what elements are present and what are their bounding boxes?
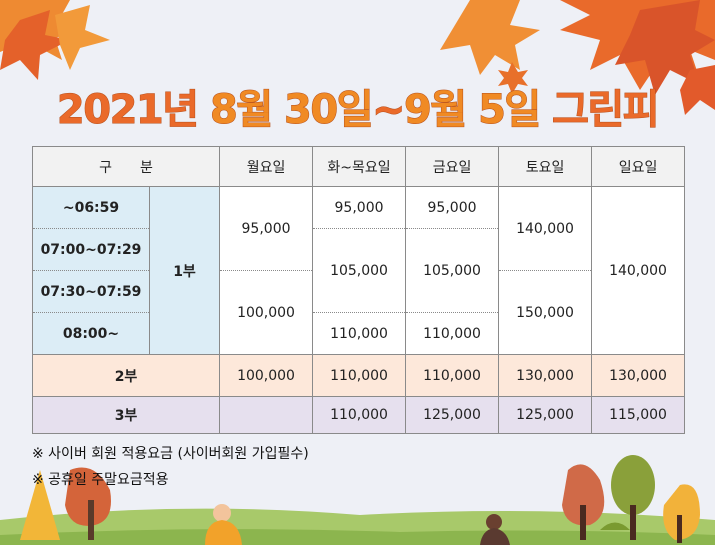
time-slot-1: ~06:59 (32, 186, 150, 229)
header-tue-thu: 화~목요일 (312, 146, 407, 187)
part3-tuethu: 110,000 (312, 396, 407, 434)
time-slot-3: 07:30~07:59 (32, 270, 150, 313)
part1-fri-3: 110,000 (405, 312, 500, 355)
note-cyber-member: ※ 사이버 회원 적용요금 (사이버회원 가입필수) (32, 446, 309, 462)
part2-row: 2부 100,000 110,000 110,000 130,000 130,0… (31, 354, 686, 397)
part3-label: 3부 (31, 396, 221, 434)
part1-row-1: ~06:59 1부 95,000 95,000 95,000 140,000 1… (32, 186, 686, 355)
part2-sat: 130,000 (498, 354, 593, 397)
part1-row-2: 07:00~07:29 105,000 105,000 (32, 228, 685, 313)
part1-mon-early: 95,000 (219, 186, 314, 271)
part1-tuethu-1: 95,000 (312, 186, 407, 229)
title-tilde: ~ (372, 87, 407, 134)
note-holiday: ※ 공휴일 주말요금적용 (32, 472, 169, 488)
title-year: 2021년 (56, 87, 210, 134)
maple-leaves-top-right-icon (420, 0, 715, 115)
part1-row-3: 07:30~07:59 100,000 150,000 (32, 270, 685, 355)
part1-sun: 140,000 (591, 186, 686, 355)
tree-left-icon (20, 467, 111, 540)
part1-sat-early: 140,000 (498, 186, 593, 271)
header-saturday: 토요일 (498, 146, 593, 187)
part1-row-4: 08:00~ 110,000 110,000 (32, 312, 685, 355)
part3-sat: 125,000 (498, 396, 593, 434)
part2-tuethu: 110,000 (312, 354, 407, 397)
part1-label: 1부 (148, 186, 221, 355)
part1-fri-1: 95,000 (405, 186, 500, 229)
trees-right-icon (562, 455, 700, 543)
part2-mon: 100,000 (219, 354, 314, 397)
title-start-date: 8월 30일 (209, 87, 374, 134)
header-friday: 금요일 (405, 146, 500, 187)
header-category: 구 분 (31, 146, 221, 187)
page-title: 2021년 8월 30일~9월 5일 그린피 (0, 82, 715, 138)
person-icon (205, 504, 242, 545)
header-row: 구 분 월요일 화~목요일 금요일 토요일 일요일 (31, 146, 686, 187)
part1-tuethu-3: 110,000 (312, 312, 407, 355)
part2-sun: 130,000 (591, 354, 686, 397)
title-end-date: 9월 5일 (404, 87, 542, 134)
part2-fri: 110,000 (405, 354, 500, 397)
part3-fri: 125,000 (405, 396, 500, 434)
part3-row: 3부 110,000 125,000 125,000 115,000 (31, 396, 686, 434)
header-sunday: 일요일 (591, 146, 686, 187)
header-monday: 월요일 (219, 146, 314, 187)
part1-tuethu-2: 105,000 (312, 228, 407, 313)
part3-sun: 115,000 (591, 396, 686, 434)
hiker-icon (480, 514, 510, 545)
maple-leaves-top-left-icon (0, 0, 110, 80)
part2-label: 2부 (31, 354, 221, 397)
part3-mon (219, 396, 314, 434)
title-suffix: 그린피 (539, 87, 660, 134)
green-fee-table: 구 분 월요일 화~목요일 금요일 토요일 일요일 ~06:59 1부 95,0… (31, 146, 686, 434)
part1-mon-late: 100,000 (219, 270, 314, 355)
part1-sat-late: 150,000 (498, 270, 593, 355)
notes: ※ 사이버 회원 적용요금 (사이버회원 가입필수) ※ 공휴일 주말요금적용 (32, 441, 309, 493)
time-slot-4: 08:00~ (32, 312, 150, 355)
part1-fri-2: 105,000 (405, 228, 500, 313)
time-slot-2: 07:00~07:29 (32, 228, 150, 271)
